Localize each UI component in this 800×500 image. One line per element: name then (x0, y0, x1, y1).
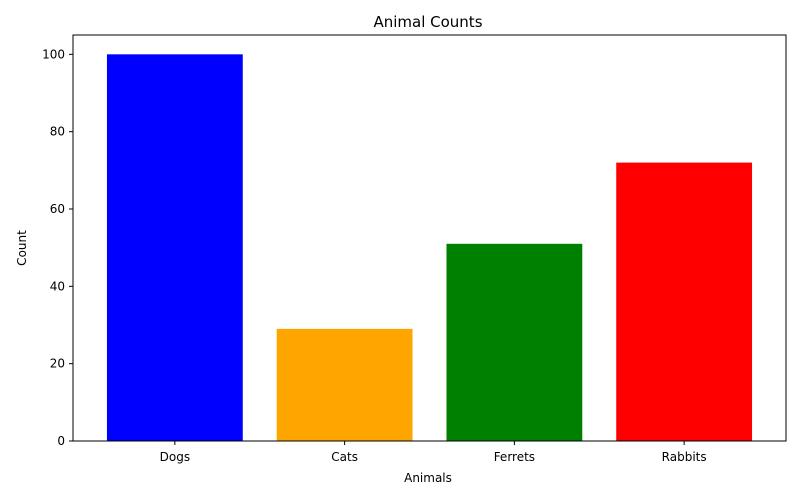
bar-ferrets (446, 243, 583, 441)
axes-frame (72, 34, 787, 442)
plot-area: 0 20 40 60 80 100 Dogs Cats Ferrets Rabbits (42, 34, 787, 464)
y-tick-label: 80 (50, 125, 65, 139)
chart-title: Animal Counts (373, 13, 482, 31)
bar-dogs (106, 54, 243, 441)
y-tick-label: 40 (50, 279, 65, 293)
x-tick-label: Cats (331, 450, 358, 464)
bar-rabbits (616, 162, 753, 441)
y-tick-label: 100 (42, 47, 65, 61)
x-tick-label: Rabbits (662, 450, 707, 464)
x-tick-label: Dogs (160, 450, 190, 464)
y-tick-label: 60 (50, 202, 65, 216)
x-tick-label: Ferrets (494, 450, 535, 464)
bar-cats (276, 328, 413, 441)
y-tick-label: 20 (50, 357, 65, 371)
y-tick-label: 0 (57, 434, 65, 448)
y-axis-label: Count (15, 230, 29, 266)
x-axis-label: Animals (404, 471, 452, 485)
